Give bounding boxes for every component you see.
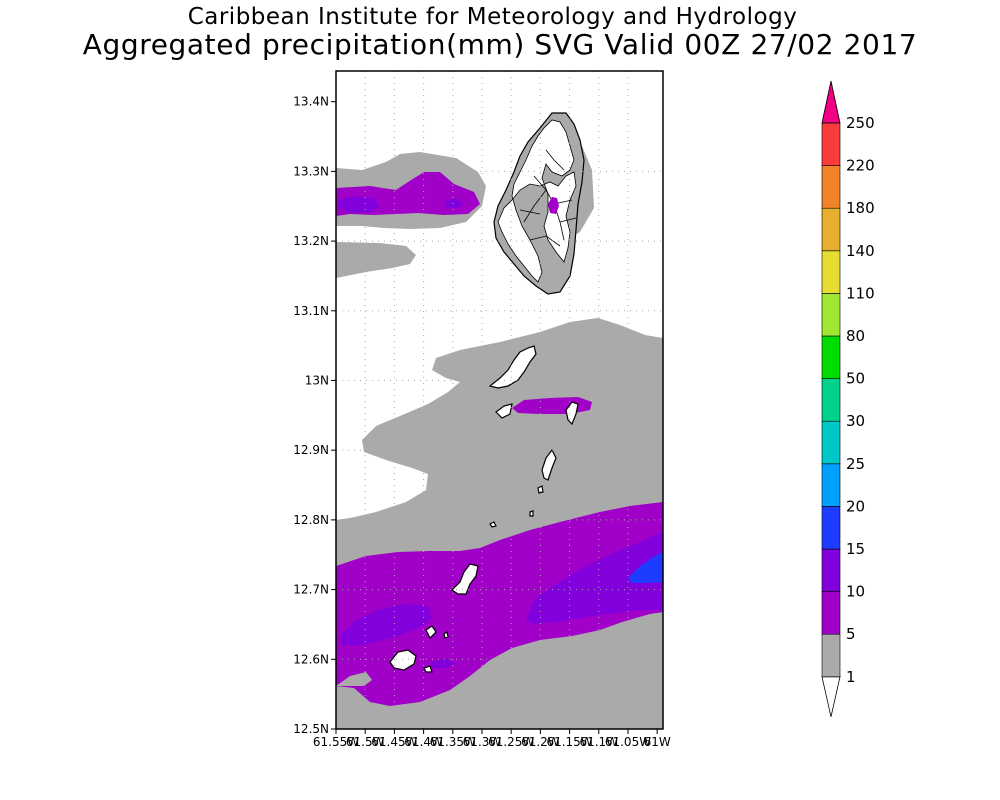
legend-level-label: 250 — [846, 114, 875, 132]
lon-tick-label: 61.25W — [488, 735, 534, 749]
legend-color-box — [821, 420, 841, 465]
precip-region-light-notch-1 — [336, 672, 372, 686]
legend-level-label: 15 — [846, 540, 865, 558]
legend-color-box — [821, 506, 841, 550]
lon-tick-label: 61.05W — [605, 735, 651, 749]
legend-level-label: 110 — [846, 284, 875, 302]
lon-tick-label: 61.4W — [404, 735, 443, 749]
lon-tick-label: 61.5W — [346, 735, 385, 749]
legend-level-label: 140 — [846, 242, 875, 260]
lat-tick-label: 12.6N — [293, 652, 329, 666]
lat-tick-label: 13N — [305, 373, 329, 387]
island-mustique — [495, 403, 513, 419]
legend-color-box — [821, 591, 841, 635]
legend-level-label: 10 — [846, 583, 865, 601]
lat-tick-label: 12.8N — [293, 513, 329, 527]
legend-under-triangle — [821, 676, 841, 717]
precip-region-heavy-southwest-2 — [430, 658, 456, 668]
legend-level-label: 180 — [846, 199, 875, 217]
legend-color-box — [821, 122, 841, 166]
precip-region-light-west-2 — [336, 242, 416, 278]
legend-level-label: 80 — [846, 327, 865, 345]
island-islet-5 — [423, 665, 433, 673]
legend-color-box — [821, 335, 841, 379]
island-st-vincent-coast — [497, 119, 577, 283]
lon-tick-label: 61.1W — [579, 735, 618, 749]
legend-color-box — [821, 207, 841, 252]
island-islet-1 — [537, 485, 544, 494]
precip-region-heavy-southwest — [340, 604, 432, 646]
precip-region-heavy-southeast — [526, 532, 663, 624]
legend-level-label: 1 — [846, 668, 856, 686]
island-carriacou — [451, 563, 479, 595]
lon-tick-label: 61.55W — [313, 735, 359, 749]
legend-level-label: 30 — [846, 412, 865, 430]
legend-color-box — [821, 463, 841, 507]
legend-color-box — [821, 378, 841, 422]
lat-tick-label: 13.2N — [293, 234, 329, 248]
graticule — [336, 71, 663, 729]
lat-tick-label: 13.3N — [293, 164, 329, 178]
lat-tick-label: 13.1N — [293, 304, 329, 318]
precip-region-heavy-west-2 — [444, 198, 464, 208]
lon-tick-label: 61W — [644, 735, 671, 749]
lon-tick-label: 61.15W — [546, 735, 592, 749]
lat-tick-label: 12.5N — [293, 722, 329, 736]
legend-color-box — [821, 250, 841, 294]
precip-field — [336, 112, 663, 729]
island-grenada-north — [389, 649, 417, 671]
lon-tick-label: 61.45W — [371, 735, 417, 749]
island-islet-3 — [529, 510, 534, 517]
lat-tick-label: 12.7N — [293, 583, 329, 597]
lon-tick-label: 61.3W — [463, 735, 502, 749]
lat-tick-label: 12.9N — [293, 443, 329, 457]
legend-level-label: 50 — [846, 370, 865, 388]
island-islet-4 — [443, 631, 449, 639]
legend-over-triangle — [821, 80, 841, 124]
map-title-institute: Caribbean Institute for Meteorology and … — [187, 4, 798, 30]
legend-color-box — [821, 293, 841, 337]
legend-level-label: 220 — [846, 157, 875, 175]
lat-tick-label: 13.4N — [293, 95, 329, 109]
precip-spot-stvincent — [548, 197, 559, 214]
island-canouan-north — [565, 401, 579, 426]
plot-frame — [335, 70, 664, 730]
legend-color-box — [821, 633, 841, 678]
island-petite-martinique — [425, 625, 437, 640]
precip-region-moderate-south — [336, 502, 663, 706]
map-title-product: Aggregated precipitation(mm) SVG Valid 0… — [82, 28, 918, 61]
legend-level-label: 5 — [846, 625, 856, 643]
island-bequia — [488, 345, 537, 389]
precip-region-heavy-west — [338, 196, 380, 213]
precip-region-intense-east — [628, 552, 663, 583]
island-islet-2 — [489, 521, 497, 528]
axis-ticks: 13.4N 13.3N 13.2N 13.1N 13N 12.9N 12.8N 12.7N 12… — [293, 95, 671, 749]
island-canouan — [541, 448, 557, 481]
lon-tick-label: 61.2W — [521, 735, 560, 749]
legend-color-box — [821, 548, 841, 592]
legend-color-box — [821, 165, 841, 209]
legend-level-label: 20 — [846, 497, 865, 515]
legend-level-label: 25 — [846, 455, 865, 473]
lon-tick-label: 61.35W — [430, 735, 476, 749]
